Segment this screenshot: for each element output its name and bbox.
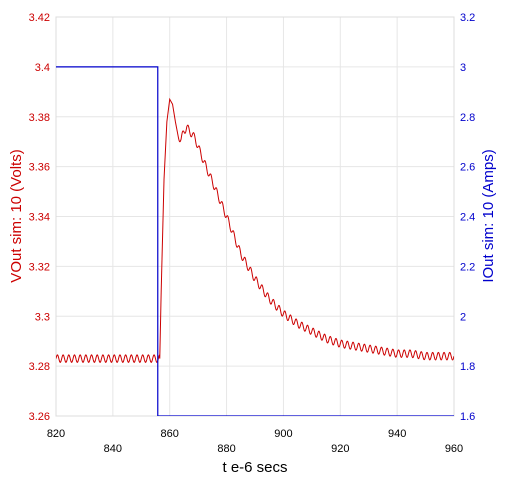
y-right-tick-label: 3.2 <box>460 12 475 24</box>
y-left-tick-label: 3.38 <box>29 112 50 124</box>
tick-labels: 820 840 860 880 900 920 940 960 3.26 3.28 3.3 3.32 3… <box>29 12 476 455</box>
x-tick-label: 840 <box>104 443 122 455</box>
y-right-tick-label: 2 <box>460 311 466 323</box>
x-tick-label: 900 <box>274 428 292 440</box>
plot-area <box>56 66 454 416</box>
y-left-tick-label: 3.32 <box>29 261 50 273</box>
y-left-tick-label: 3.4 <box>35 62 50 74</box>
y-right-tick-label: 3 <box>460 62 466 74</box>
y-left-tick-label: 3.36 <box>29 162 50 174</box>
x-axis-title: t e-6 secs <box>222 459 287 476</box>
series-line-iout <box>56 66 454 416</box>
y-left-tick-label: 3.42 <box>29 12 50 24</box>
y-right-tick-label: 2.6 <box>460 162 475 174</box>
x-tick-label: 860 <box>161 428 179 440</box>
y-right-tick-label: 2.2 <box>460 261 475 273</box>
grid-lines <box>55 16 455 417</box>
y-left-tick-label: 3.34 <box>29 212 50 224</box>
y-left-tick-label: 3.26 <box>29 411 50 423</box>
x-tick-label: 960 <box>445 443 463 455</box>
y-axis-right-title: IOut sim: 10 (Amps) <box>480 149 497 282</box>
x-tick-label: 920 <box>331 443 349 455</box>
y-right-tick-label: 1.8 <box>460 361 475 373</box>
y-right-tick-label: 2.8 <box>460 112 475 124</box>
y-left-tick-label: 3.3 <box>35 311 50 323</box>
x-tick-label: 820 <box>47 428 65 440</box>
y-right-tick-label: 1.6 <box>460 411 475 423</box>
y-axis-left-title: VOut sim: 10 (Volts) <box>8 149 25 282</box>
x-tick-label: 880 <box>217 443 235 455</box>
series-line-vout <box>56 97 454 363</box>
x-tick-label: 940 <box>388 428 406 440</box>
y-right-tick-label: 2.4 <box>460 212 475 224</box>
y-left-tick-label: 3.28 <box>29 361 50 373</box>
